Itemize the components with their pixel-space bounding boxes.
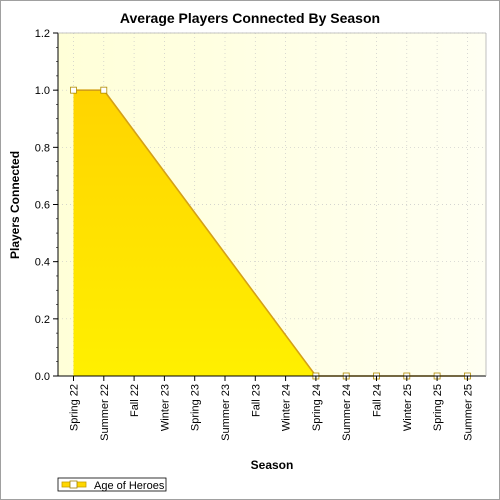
- x-tick-label: Spring 22: [69, 384, 81, 431]
- x-axis-title: Season: [251, 458, 294, 472]
- x-tick-label: Winter 23: [159, 384, 171, 431]
- x-tick-labels: Spring 22 Summer 22 Fall 22 Winter 23 Spring…: [69, 384, 475, 441]
- y-tick-label: 0.6: [35, 200, 50, 212]
- legend: Age of Heroes: [57, 477, 167, 492]
- y-tick-label: 0.8: [35, 142, 50, 154]
- y-tick-labels: 0.0 0.2 0.4 0.6 0.8 1.0 1.2: [35, 28, 50, 383]
- axes: [53, 32, 487, 381]
- x-tick-label: Fall 22: [129, 384, 141, 417]
- y-tick-label: 0.2: [35, 314, 50, 326]
- legend-label: Age of Heroes: [94, 480, 165, 492]
- x-tick-label: Summer 22: [99, 384, 111, 441]
- x-tick-label: Spring 24: [311, 384, 323, 431]
- legend-marker: [69, 480, 78, 489]
- x-tick-label: Winter 24: [281, 384, 293, 431]
- y-tick-label: 0.0: [35, 371, 50, 383]
- y-tick-label: 0.4: [35, 257, 50, 269]
- data-point: [100, 86, 108, 94]
- x-tick-label: Winter 25: [402, 384, 414, 431]
- x-tick-label: Summer 24: [341, 384, 353, 441]
- y-axis-title: Players Connected: [8, 151, 22, 259]
- x-tick-label: Spring 25: [432, 384, 444, 431]
- data-point: [70, 86, 77, 94]
- y-tick-label: 1.0: [35, 85, 50, 97]
- legend-box: [57, 477, 167, 492]
- x-tick-label: Summer 23: [220, 384, 232, 441]
- x-tick-label: Fall 23: [250, 384, 262, 417]
- chart-title: Average Players Connected By Season: [120, 10, 380, 26]
- x-tick-label: Summer 25: [462, 384, 474, 441]
- x-tick-label: Spring 23: [190, 384, 202, 431]
- y-tick-label: 1.2: [35, 28, 50, 40]
- x-tick-label: Fall 24: [372, 384, 384, 417]
- area-fill: [73, 90, 468, 377]
